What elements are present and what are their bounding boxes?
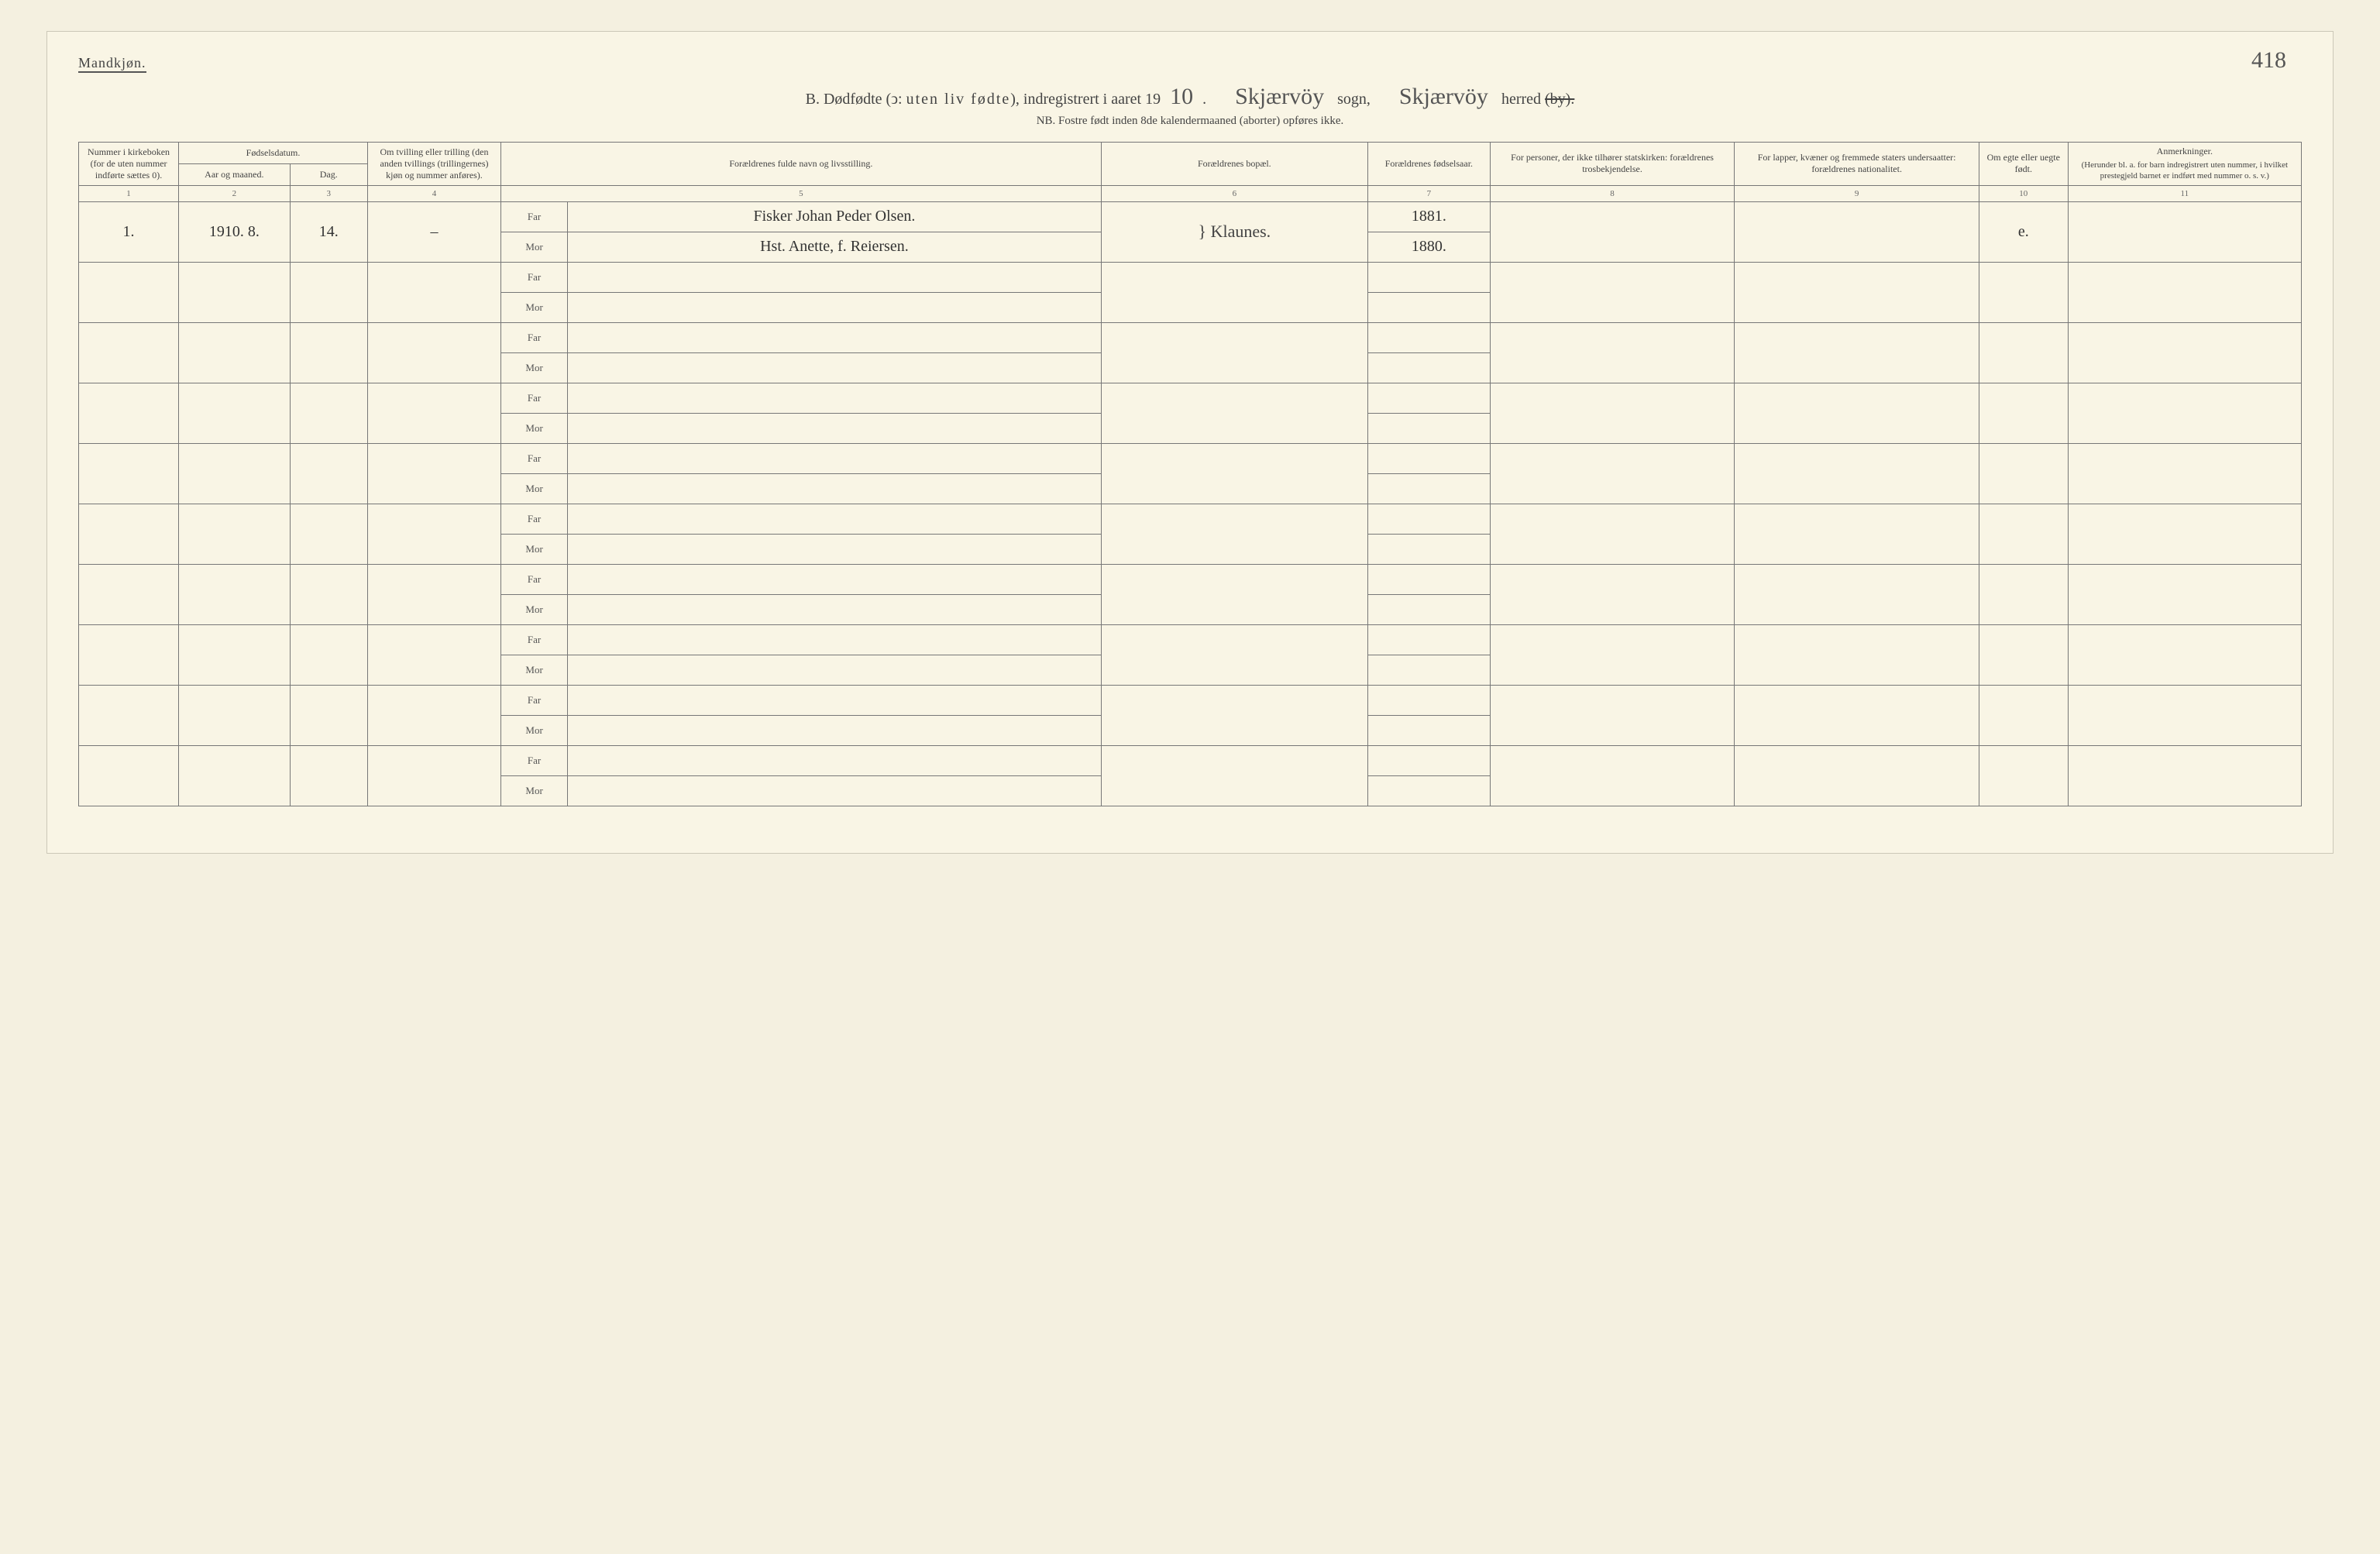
col-header-residence: Forældrenes bopæl. <box>1101 143 1367 186</box>
empty-row: Far <box>79 624 2302 655</box>
title-spaced: uten liv fødte <box>906 91 1011 108</box>
col-header-day: Dag. <box>290 163 367 185</box>
entry-residence: } Klaunes. <box>1101 201 1367 262</box>
col-header-parents: Forældrenes fulde navn og livsstilling. <box>501 143 1102 186</box>
empty-row: Far <box>79 383 2302 413</box>
label-mor: Mor <box>501 232 568 262</box>
col-header-year-month: Aar og maaned. <box>179 163 290 185</box>
entry-twin: – <box>367 201 500 262</box>
entry-number: 1. <box>79 201 179 262</box>
col-header-number: Nummer i kirke­boken (for de uten nummer… <box>79 143 179 186</box>
colnum-9: 9 <box>1735 185 1979 201</box>
table-head: Nummer i kirke­boken (for de uten nummer… <box>79 143 2302 202</box>
label-mor: Mor <box>501 352 568 383</box>
entry-mor-birth: 1880. <box>1367 232 1490 262</box>
gender-label: Mandkjøn. <box>78 55 146 73</box>
colnum-1: 1 <box>79 185 179 201</box>
page-number: 418 <box>2251 47 2286 74</box>
col-header-birthdate: Fødselsdatum. <box>179 143 368 164</box>
col-header-twin: Om tvilling eller trilling (den anden tv… <box>367 143 500 186</box>
label-mor: Mor <box>501 775 568 806</box>
label-far: Far <box>501 504 568 534</box>
entry-religion <box>1490 201 1735 262</box>
label-far: Far <box>501 201 568 232</box>
empty-row: Far <box>79 685 2302 715</box>
col-header-religion: For personer, der ikke tilhører statskir… <box>1490 143 1735 186</box>
colnum-row: 1 2 3 4 5 6 7 8 9 10 11 <box>79 185 2302 201</box>
register-table: Nummer i kirke­boken (for de uten nummer… <box>78 142 2302 806</box>
parish-handwritten: Skjærvöy <box>1226 84 1333 109</box>
title-dot: . <box>1202 91 1206 108</box>
col-header-remarks: Anmerkninger. (Herunder bl. a. for barn … <box>2068 143 2301 186</box>
colnum-6: 6 <box>1101 185 1367 201</box>
colnum-2: 2 <box>179 185 290 201</box>
colnum-3: 3 <box>290 185 367 201</box>
label-far: Far <box>501 262 568 292</box>
label-herred: herred <box>1501 91 1541 108</box>
register-page: 418 Mandkjøn. B. Dødfødte (ↄ: uten liv f… <box>46 31 2334 854</box>
entry-far-name: Fisker Johan Peder Olsen. <box>568 201 1102 232</box>
colnum-11: 11 <box>2068 185 2301 201</box>
label-far: Far <box>501 745 568 775</box>
entry-remarks <box>2068 201 2301 262</box>
colnum-8: 8 <box>1490 185 1735 201</box>
colnum-4: 4 <box>367 185 500 201</box>
empty-row: Far <box>79 443 2302 473</box>
empty-row: Far <box>79 745 2302 775</box>
label-sogn: sogn, <box>1337 91 1371 108</box>
label-far: Far <box>501 624 568 655</box>
entry-mor-name: Hst. Anette, f. Reiersen. <box>568 232 1102 262</box>
entry-nationality <box>1735 201 1979 262</box>
empty-row: Far <box>79 322 2302 352</box>
year-handwritten: 10 <box>1161 84 1202 109</box>
colnum-5: 5 <box>501 185 1102 201</box>
col-header-legitimacy: Om egte eller uegte født. <box>1979 143 2068 186</box>
label-mor: Mor <box>501 534 568 564</box>
entry-day: 14. <box>290 201 367 262</box>
title-line: B. Dødfødte (ↄ: uten liv fødte), indregi… <box>78 84 2302 110</box>
empty-row: Far <box>79 564 2302 594</box>
label-by-strike: (by). <box>1545 91 1574 108</box>
label-far: Far <box>501 322 568 352</box>
col-header-remarks-title: Anmerkninger. <box>2073 146 2296 157</box>
colnum-10: 10 <box>1979 185 2068 201</box>
table-body: 1. 1910. 8. 14. – Far Fisker Johan Peder… <box>79 201 2302 806</box>
label-far: Far <box>501 443 568 473</box>
title-prefix: B. Dødfødte (ↄ: <box>806 91 906 108</box>
title-mid: ), indregistrert i aaret 19 <box>1010 91 1161 108</box>
label-mor: Mor <box>501 715 568 745</box>
label-far: Far <box>501 564 568 594</box>
entry-row-far: 1. 1910. 8. 14. – Far Fisker Johan Peder… <box>79 201 2302 232</box>
district-handwritten: Skjærvöy <box>1390 84 1498 109</box>
sub-note: NB. Fostre født inden 8de kalendermaaned… <box>78 115 2302 128</box>
label-far: Far <box>501 685 568 715</box>
entry-legit: e. <box>1979 201 2068 262</box>
colnum-7: 7 <box>1367 185 1490 201</box>
label-mor: Mor <box>501 473 568 504</box>
entry-far-birth: 1881. <box>1367 201 1490 232</box>
col-header-remarks-sub: (Herunder bl. a. for barn indregistrert … <box>2073 160 2296 182</box>
col-header-nationality: For lapper, kvæner og fremmede staters u… <box>1735 143 1979 186</box>
label-mor: Mor <box>501 292 568 322</box>
label-mor: Mor <box>501 594 568 624</box>
label-mor: Mor <box>501 413 568 443</box>
entry-year-month: 1910. 8. <box>179 201 290 262</box>
col-header-birthyear: For­ældrenes fødsels­aar. <box>1367 143 1490 186</box>
label-mor: Mor <box>501 655 568 685</box>
empty-row: Far <box>79 262 2302 292</box>
empty-row: Far <box>79 504 2302 534</box>
label-far: Far <box>501 383 568 413</box>
